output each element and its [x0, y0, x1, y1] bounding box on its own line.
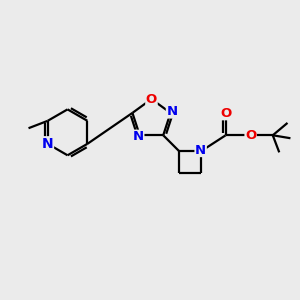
Text: N: N	[195, 143, 206, 157]
Text: O: O	[146, 93, 157, 106]
Text: N: N	[133, 130, 144, 143]
Text: O: O	[245, 129, 256, 142]
Text: N: N	[167, 105, 178, 118]
Text: N: N	[42, 137, 53, 151]
Text: O: O	[220, 107, 231, 120]
